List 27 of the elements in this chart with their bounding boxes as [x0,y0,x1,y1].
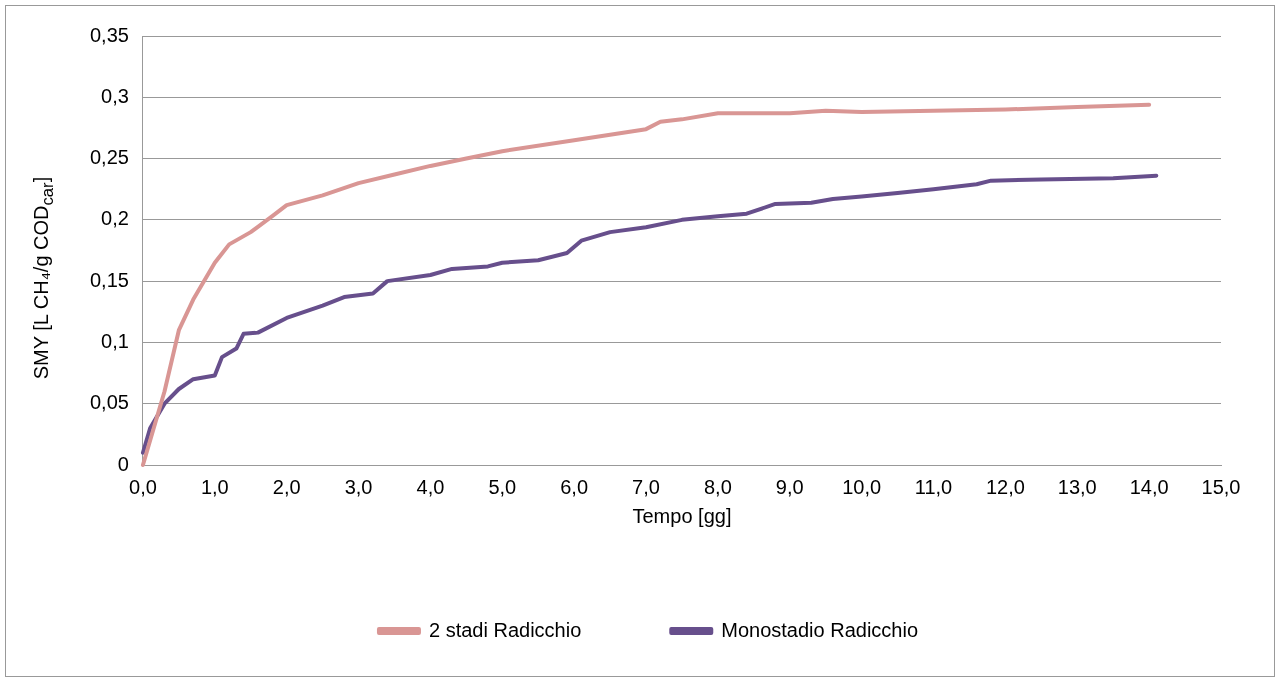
x-tick-label: 12,0 [985,475,1025,498]
x-tick-label: 13,0 [1057,475,1097,498]
y-tick-label: 0,15 [89,268,129,291]
x-tick-label: 3,0 [344,475,373,498]
x-tick-label: 11,0 [914,475,953,498]
legend-label: Monostadio Radicchio [721,618,919,641]
y-tick-label: 0,2 [101,207,129,230]
y-tick-label: 0 [117,452,129,475]
x-tick-label: 2,0 [272,475,301,498]
x-tick-label: 5,0 [488,475,517,498]
x-tick-label: 15,0 [1201,475,1241,498]
x-tick-label: 0,0 [129,475,157,498]
x-tick-label: 1,0 [200,475,229,498]
y-tick-label: 0,1 [101,329,129,352]
y-tick-label: 0,35 [89,23,129,46]
y-tick-label: 0,25 [89,146,129,169]
x-tick-label: 8,0 [703,475,732,498]
x-tick-label: 6,0 [560,475,589,498]
y-tick-label: 0,3 [101,84,129,107]
x-tick-label: 10,0 [842,475,882,498]
x-axis-title: Tempo [gg] [632,504,732,527]
x-tick-label: 7,0 [632,475,660,498]
x-tick-label: 14,0 [1129,475,1169,498]
x-tick-label: 9,0 [775,475,804,498]
y-tick-label: 0,05 [89,391,129,414]
legend-label: 2 stadi Radicchio [428,618,582,641]
x-tick-label: 4,0 [416,475,445,498]
